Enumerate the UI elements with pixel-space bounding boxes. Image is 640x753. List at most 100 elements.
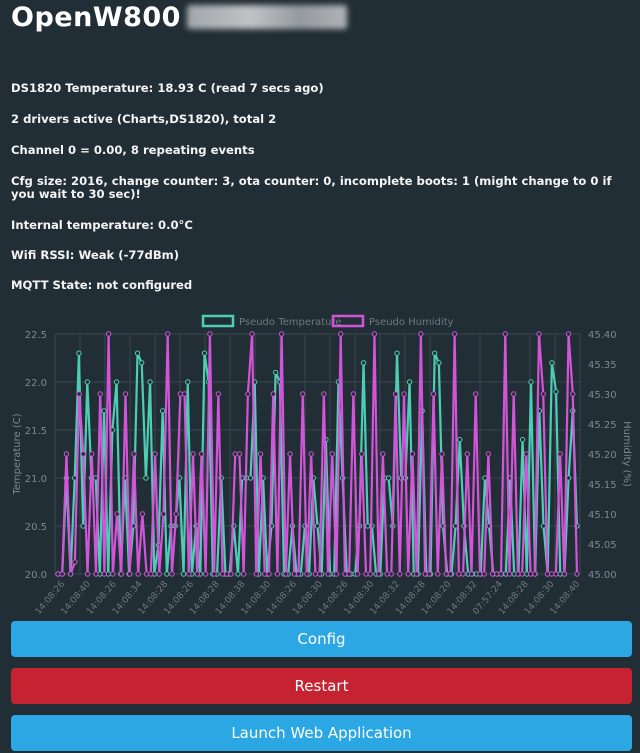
data-point-humidity (148, 571, 154, 577)
ds1820-temperature-text: DS1820 Temperature: 18.93 C (read 7 secs… (11, 81, 324, 95)
data-point-humidity (76, 391, 82, 397)
legend-label: Pseudo Humidity (369, 317, 454, 328)
data-point-humidity (72, 559, 78, 565)
data-point-humidity (451, 331, 458, 337)
data-point-humidity (131, 451, 137, 457)
data-point-humidity (67, 571, 74, 577)
data-point-humidity (240, 571, 247, 577)
data-point-humidity (253, 571, 260, 577)
data-point-humidity (430, 391, 437, 397)
y2-tick-label: 45.25 (588, 420, 617, 431)
y2-tick-label: 45.05 (588, 540, 617, 551)
data-point-temperature (385, 475, 392, 481)
data-point-humidity (350, 391, 357, 397)
data-point-temperature (553, 388, 559, 395)
cfg-text: Cfg size: 2016, change counter: 3, ota c… (11, 174, 612, 201)
series-line-temperature (58, 352, 579, 576)
data-point-humidity (118, 571, 124, 577)
y-tick-label: 21.5 (25, 426, 47, 437)
data-point-temperature (406, 379, 413, 385)
data-point-temperature (76, 350, 82, 356)
data-point-humidity (367, 571, 373, 577)
data-point-humidity (80, 451, 87, 457)
restart-button[interactable]: Restart (11, 668, 632, 704)
data-point-humidity (190, 451, 196, 457)
legend-label: Pseudo Temperature (239, 317, 342, 328)
data-point-humidity (211, 571, 217, 577)
data-point-temperature (180, 571, 187, 577)
data-point-humidity (426, 571, 433, 577)
data-point-humidity (122, 391, 129, 397)
internal-temperature-text: Internal temperature: 0.0°C (11, 218, 193, 232)
y-tick-label: 20.0 (25, 570, 47, 581)
y-tick-label: 22.0 (25, 378, 47, 389)
data-point-temperature (134, 350, 141, 356)
data-point-humidity (409, 451, 416, 457)
data-point-humidity (84, 571, 91, 577)
data-point-humidity (139, 511, 146, 517)
data-point-humidity (249, 331, 255, 337)
page-title: OpenW800 (11, 1, 181, 33)
data-point-humidity (245, 391, 251, 397)
data-point-humidity (561, 571, 568, 577)
data-point-temperature (436, 360, 442, 366)
data-point-humidity (287, 451, 293, 457)
data-point-temperature (101, 408, 107, 414)
data-point-humidity (110, 571, 116, 577)
y2-tick-label: 45.40 (588, 330, 617, 341)
data-point-temperature (185, 379, 191, 385)
data-point-humidity (114, 511, 120, 517)
data-point-humidity (270, 391, 276, 397)
data-point-humidity (557, 451, 563, 457)
data-point-humidity (304, 571, 310, 577)
data-point-humidity (397, 571, 403, 577)
y-tick-label: 20.5 (25, 522, 47, 533)
y2-tick-label: 45.20 (588, 450, 617, 461)
wifi-rssi-text: Wifi RSSI: Weak (-77dBm) (11, 248, 180, 262)
data-point-humidity (333, 571, 340, 577)
data-point-temperature (528, 379, 534, 385)
launch-web-application-button[interactable]: Launch Web Application (11, 715, 632, 751)
data-point-humidity (375, 571, 382, 577)
data-point-humidity (101, 571, 108, 577)
data-point-humidity (89, 451, 95, 457)
data-point-humidity (502, 331, 508, 337)
data-point-humidity (485, 451, 492, 457)
data-point-humidity (165, 331, 171, 337)
data-point-humidity (498, 571, 504, 577)
data-point-temperature (247, 475, 254, 481)
data-point-humidity (371, 331, 378, 337)
data-point-humidity (169, 571, 175, 577)
data-point-temperature (147, 379, 153, 385)
data-point-temperature (540, 523, 547, 529)
data-point-humidity (160, 511, 167, 517)
data-point-temperature (164, 571, 170, 577)
data-point-humidity (257, 451, 264, 457)
data-point-humidity (236, 451, 243, 457)
data-point-temperature (113, 379, 120, 385)
data-point-humidity (460, 571, 466, 577)
config-button[interactable]: Config (11, 621, 632, 657)
mqtt-state-text: MQTT State: not configured (11, 278, 193, 292)
data-point-humidity (464, 451, 470, 457)
data-point-humidity (346, 571, 352, 577)
data-point-temperature (272, 369, 279, 376)
y2-tick-label: 45.35 (588, 360, 617, 371)
data-point-temperature (84, 379, 90, 385)
data-point-humidity (266, 571, 272, 577)
data-point-humidity (127, 571, 133, 577)
data-point-temperature (143, 475, 149, 481)
data-point-humidity (316, 571, 323, 577)
data-point-humidity (553, 571, 559, 577)
data-point-humidity (338, 331, 344, 337)
sensor-chart-svg: 20.0 20.5 21.0 21.5 22.0 22.5 45.00 45.05 45.10 4… (12, 314, 632, 617)
data-point-humidity (152, 451, 158, 457)
data-point-humidity (380, 451, 386, 457)
data-point-humidity (156, 571, 162, 577)
data-point-humidity (308, 451, 314, 457)
data-point-humidity (435, 571, 441, 577)
data-point-humidity (173, 511, 179, 517)
data-point-temperature (235, 571, 241, 577)
data-point-temperature (314, 523, 321, 529)
data-point-temperature (201, 350, 208, 356)
